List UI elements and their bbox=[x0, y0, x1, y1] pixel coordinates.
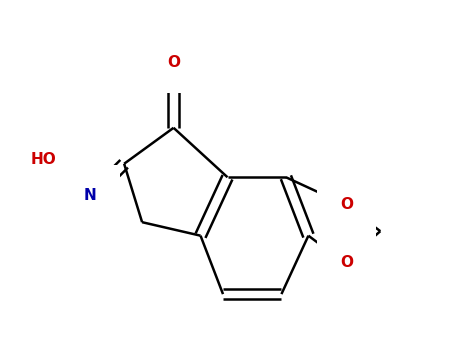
Text: O: O bbox=[340, 197, 353, 212]
Text: O: O bbox=[167, 55, 180, 70]
Text: N: N bbox=[84, 188, 97, 203]
Text: HO: HO bbox=[30, 152, 56, 167]
Text: O: O bbox=[340, 255, 353, 270]
